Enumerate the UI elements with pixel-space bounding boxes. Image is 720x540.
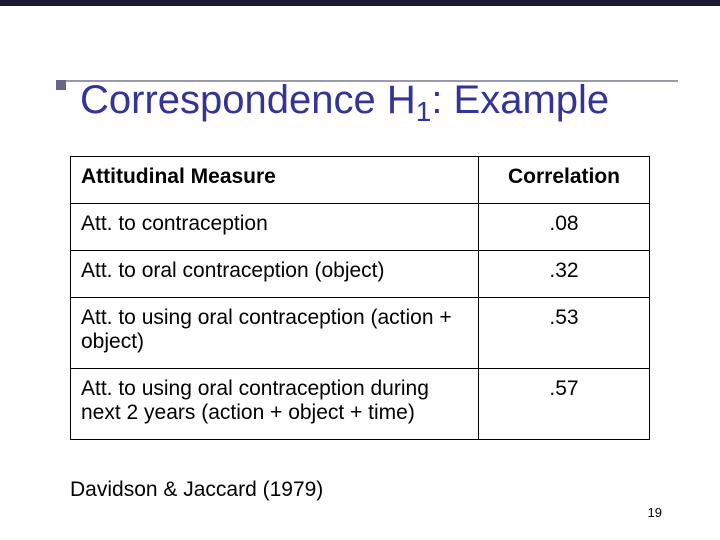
cell-correlation: .53 [479, 298, 650, 369]
correspondence-table: Attitudinal Measure Correlation Att. to … [70, 156, 650, 440]
table-row: Att. to using oral contraception during … [71, 369, 650, 440]
col-header-correlation: Correlation [479, 157, 650, 204]
citation: Davidson & Jaccard (1979) [70, 478, 323, 502]
cell-measure: Att. to oral contraception (object) [71, 251, 479, 298]
cell-correlation: .32 [479, 251, 650, 298]
title-decoration-box [56, 80, 66, 90]
table-row: Att. to contraception .08 [71, 204, 650, 251]
table-row: Att. to oral contraception (object) .32 [71, 251, 650, 298]
page-number: 19 [648, 505, 662, 520]
cell-measure: Att. to using oral contraception (action… [71, 298, 479, 369]
col-header-measure: Attitudinal Measure [71, 157, 479, 204]
title-pre: Correspondence H [80, 78, 416, 122]
cell-measure: Att. to contraception [71, 204, 479, 251]
content-area: Attitudinal Measure Correlation Att. to … [70, 156, 650, 440]
title-post: : Example [431, 78, 609, 122]
top-shadow [0, 0, 720, 6]
cell-correlation: .08 [479, 204, 650, 251]
table-header-row: Attitudinal Measure Correlation [71, 157, 650, 204]
table-row: Att. to using oral contraception (action… [71, 298, 650, 369]
title-subscript: 1 [416, 96, 432, 127]
cell-correlation: .57 [479, 369, 650, 440]
slide: Correspondence H1: Example Attitudinal M… [0, 0, 720, 540]
cell-measure: Att. to using oral contraception during … [71, 369, 479, 440]
slide-title: Correspondence H1: Example [80, 78, 609, 123]
